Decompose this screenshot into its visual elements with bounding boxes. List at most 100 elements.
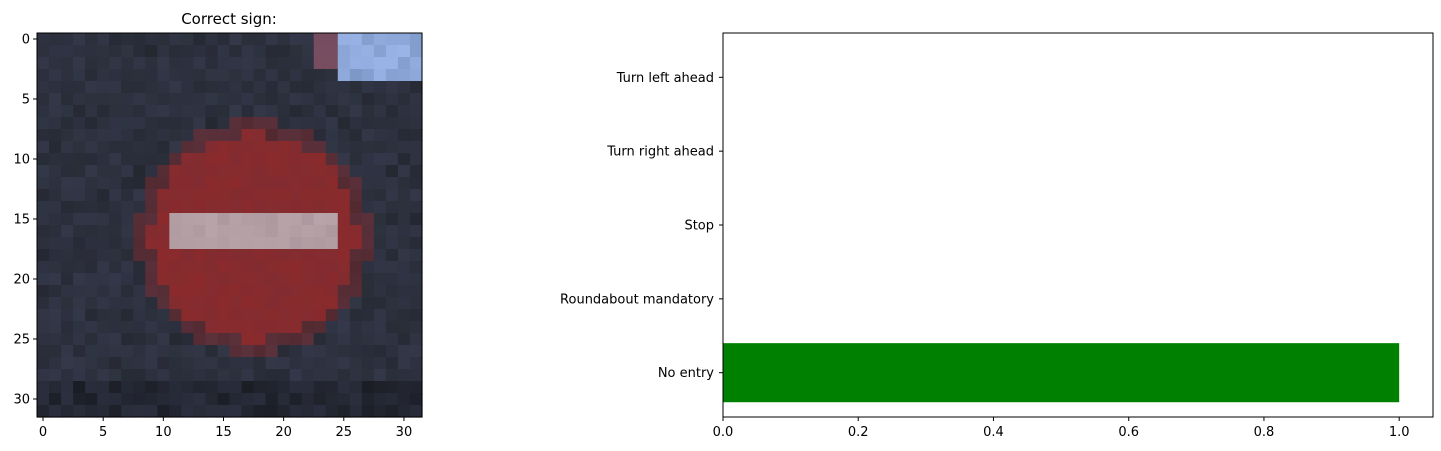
image-pixel <box>157 345 170 358</box>
image-pixel <box>253 201 267 214</box>
image-pixel <box>193 141 207 154</box>
image-pixel <box>121 285 134 298</box>
image-pixel <box>277 261 291 274</box>
image-pixel <box>49 345 62 358</box>
image-pixel <box>397 297 411 310</box>
image-pixel <box>133 321 146 334</box>
image-pixel <box>133 57 146 70</box>
image-pixel <box>325 213 339 226</box>
image-pixel <box>37 393 50 406</box>
image-pixel <box>61 273 74 286</box>
image-pixel <box>385 105 399 118</box>
image-pixel <box>49 33 62 46</box>
image-pixel <box>85 273 98 286</box>
image-pixel <box>157 129 170 142</box>
image-pixel <box>97 297 110 310</box>
image-pixel <box>181 141 195 154</box>
image-pixel <box>265 177 279 190</box>
image-pixel <box>61 165 74 178</box>
image-pixel <box>313 69 327 82</box>
image-pixel <box>157 177 170 190</box>
image-pixel <box>361 357 375 370</box>
image-pixel <box>385 201 399 214</box>
image-pixel <box>61 117 74 130</box>
image-pixel <box>73 273 86 286</box>
image-pixel <box>73 201 86 214</box>
image-pixel <box>169 141 182 154</box>
image-pixel <box>337 177 351 190</box>
image-pixel <box>97 273 110 286</box>
bar-x-tick-label: 1.0 <box>1389 425 1410 440</box>
image-pixel <box>61 33 74 46</box>
image-pixel <box>385 297 399 310</box>
image-pixel <box>241 141 255 154</box>
image-pixel <box>193 237 207 250</box>
image-pixel <box>37 333 50 346</box>
image-pixel <box>241 405 255 418</box>
image-pixel <box>229 105 243 118</box>
image-pixel <box>241 261 255 274</box>
image-pixel <box>229 369 243 382</box>
image-pixel <box>97 237 110 250</box>
image-pixel <box>217 129 231 142</box>
image-pixel <box>181 261 195 274</box>
image-pixel <box>337 45 351 58</box>
image-pixel <box>313 333 327 346</box>
image-pixel <box>121 189 134 202</box>
image-pixel <box>385 393 399 406</box>
image-pixel <box>109 93 122 106</box>
image-pixel <box>277 333 291 346</box>
image-pixel <box>181 285 195 298</box>
image-pixel <box>85 381 98 394</box>
image-pixel <box>157 141 170 154</box>
image-pixel <box>265 369 279 382</box>
image-pixel <box>37 345 50 358</box>
image-pixel <box>265 129 279 142</box>
image-pixel <box>373 357 387 370</box>
image-pixel <box>181 153 195 166</box>
image-pixel <box>385 273 399 286</box>
image-pixel <box>157 165 170 178</box>
image-pixel <box>217 261 231 274</box>
image-pixel <box>253 273 267 286</box>
image-pixel <box>241 381 255 394</box>
sign-image <box>37 33 423 418</box>
image-pixel <box>229 177 243 190</box>
image-pixel <box>73 153 86 166</box>
image-pixel <box>253 141 267 154</box>
image-pixel <box>409 321 423 334</box>
image-pixel <box>241 165 255 178</box>
image-pixel <box>325 237 339 250</box>
image-pixel <box>205 369 219 382</box>
image-pixel <box>133 81 146 94</box>
image-pixel <box>325 225 339 238</box>
image-pixel <box>265 201 279 214</box>
image-pixel <box>229 45 243 58</box>
image-pixel <box>325 81 339 94</box>
image-pixel <box>325 177 339 190</box>
image-pixel <box>229 93 243 106</box>
image-pixel <box>169 57 182 70</box>
image-pixel <box>277 81 291 94</box>
image-pixel <box>217 45 231 58</box>
image-pixel <box>73 309 86 322</box>
image-pixel <box>133 357 146 370</box>
image-pixel <box>37 213 50 226</box>
image-pixel <box>361 57 375 70</box>
image-pixel <box>121 237 134 250</box>
image-pixel <box>289 249 303 262</box>
image-pixel <box>229 321 243 334</box>
image-pixel <box>241 189 255 202</box>
image-pixel <box>37 45 50 58</box>
image-pixel <box>397 45 411 58</box>
image-pixel <box>181 213 195 226</box>
image-pixel <box>85 225 98 238</box>
image-pixel <box>337 381 351 394</box>
image-pixel <box>361 189 375 202</box>
image-pixel <box>97 153 110 166</box>
image-pixel <box>157 105 170 118</box>
image-pixel <box>205 33 219 46</box>
image-pixel <box>217 297 231 310</box>
image-pixel <box>49 225 62 238</box>
